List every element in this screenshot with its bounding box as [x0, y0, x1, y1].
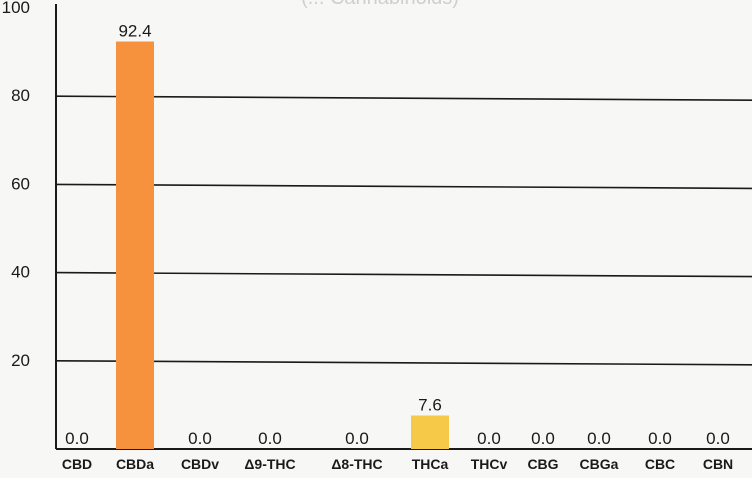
bar-cbda	[116, 41, 154, 450]
value-label-cbn: 0.0	[706, 429, 730, 448]
y-tick-label-80: 80	[11, 86, 30, 105]
value-label-cbdv: 0.0	[188, 429, 212, 448]
x-tick-label-8-thc: Δ8-THC	[331, 456, 382, 472]
chart-title-partial: (... Cannabinoids)	[301, 0, 459, 9]
x-axis-ticks: CBD CBDa CBDv Δ9-THC Δ8-THC THCa THCv CBG CBGa CB…	[62, 456, 733, 472]
x-tick-label-thca: THCa	[412, 456, 449, 472]
value-label-cbda: 92.4	[118, 22, 151, 41]
gridline-80	[55, 95, 752, 101]
x-tick-label-thcv: THCv	[471, 456, 508, 472]
x-tick-label-cbdv: CBDv	[181, 456, 219, 472]
value-labels: 0.0 92.4 0.0 0.0 0.0 7.6 0.0 0.0 0.0 0.0 0.0	[65, 22, 730, 448]
x-tick-label-cbda: CBDa	[116, 456, 154, 472]
value-label-thca: 7.6	[418, 395, 442, 414]
y-tick-label-60: 60	[11, 174, 30, 193]
x-tick-label-cbd: CBD	[62, 456, 92, 472]
value-label-cbc: 0.0	[648, 429, 672, 448]
y-tick-label-40: 40	[11, 263, 30, 282]
value-label-cbd: 0.0	[65, 429, 89, 448]
value-label-cbga: 0.0	[587, 429, 611, 448]
gridline-60	[55, 183, 752, 190]
grid-layer	[55, 4, 752, 450]
x-tick-label-cbga: CBGa	[580, 456, 619, 472]
value-label-8-thc: 0.0	[345, 429, 369, 448]
x-tick-label-cbn: CBN	[703, 456, 733, 472]
bar-thca	[411, 415, 449, 449]
value-label-cbg: 0.0	[531, 429, 555, 448]
x-tick-label-cbg: CBG	[527, 456, 558, 472]
y-axis-ticks: 20 40 60 80 100	[2, 0, 30, 370]
x-tick-label-9-thc: Δ9-THC	[244, 456, 295, 472]
value-label-thcv: 0.0	[477, 429, 501, 448]
y-tick-label-20: 20	[11, 351, 30, 370]
gridline-20	[55, 360, 752, 366]
bars	[116, 41, 449, 450]
value-label-9-thc: 0.0	[258, 429, 282, 448]
gridline-40	[55, 271, 752, 278]
x-tick-label-cbc: CBC	[645, 456, 675, 472]
y-tick-label-100: 100	[2, 0, 30, 17]
